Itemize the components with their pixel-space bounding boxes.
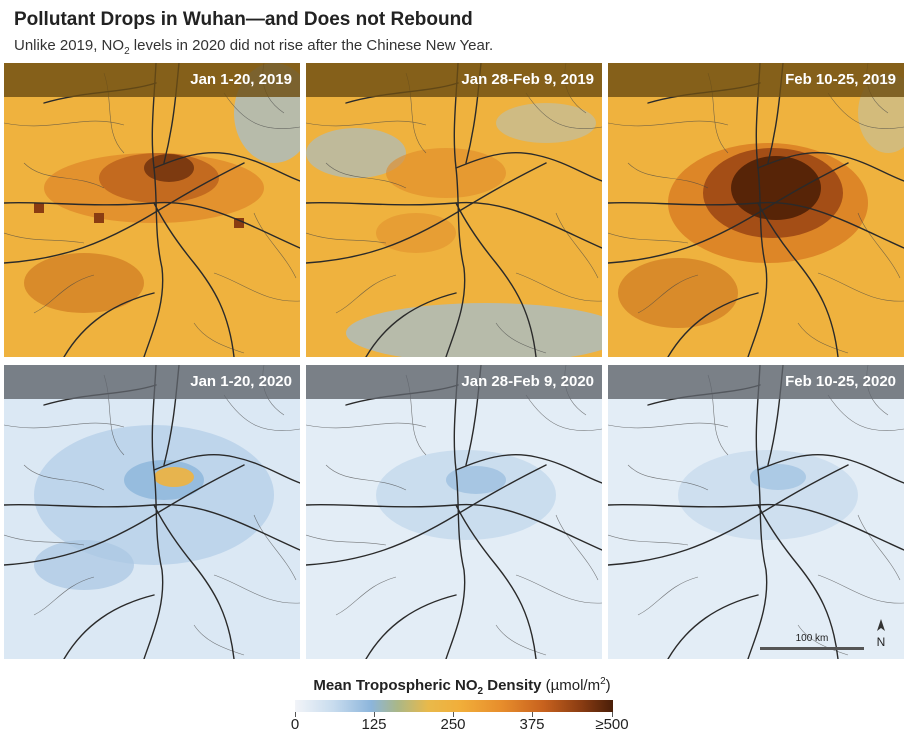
legend-tick-3: [532, 712, 533, 717]
panel-3-banner: Feb 10-25, 2019: [608, 63, 904, 97]
panel-2-banner: Jan 28-Feb 9, 2019: [306, 63, 602, 97]
no2-map-1: [4, 63, 300, 357]
map-panel-2: Jan 28-Feb 9, 2019: [306, 63, 602, 357]
subtitle-post: levels in 2020 did not rise after the Ch…: [129, 37, 494, 54]
panel-6-banner: Feb 10-25, 2020: [608, 365, 904, 399]
scale-bar: 100 km: [760, 633, 868, 650]
legend-color-bar: [295, 700, 613, 712]
north-arrow: N: [871, 618, 891, 654]
north-label: N: [876, 635, 886, 649]
panel-5-banner: Jan 28-Feb 9, 2020: [306, 365, 602, 399]
panel-5-label: Jan 28-Feb 9, 2020: [461, 373, 594, 390]
legend-units-sup: 2: [600, 676, 606, 687]
panel-2-label: Jan 28-Feb 9, 2019: [461, 71, 594, 88]
legend-tick-label-4: ≥500: [595, 716, 629, 733]
panel-6-label: Feb 10-25, 2020: [785, 373, 896, 390]
no2-map-4: [4, 365, 300, 659]
map-panel-4: Jan 1-20, 2020: [4, 365, 300, 659]
legend-title-pre: Mean Tropospheric NO: [313, 677, 478, 694]
legend-tick-label-0: 0: [290, 716, 300, 733]
north-arrow-icon: [877, 619, 885, 631]
map-panel-3: Feb 10-25, 2019: [608, 63, 904, 357]
subtitle-pre: Unlike 2019, NO: [14, 37, 125, 54]
panel-1-label: Jan 1-20, 2019: [190, 71, 292, 88]
panel-4-banner: Jan 1-20, 2020: [4, 365, 300, 399]
map-panel-1: Jan 1-20, 2019: [4, 63, 300, 357]
map-subtitle: Unlike 2019, NO2 levels in 2020 did not …: [14, 37, 493, 57]
map-panel-5: Jan 28-Feb 9, 2020: [306, 365, 602, 659]
legend-title-post: Density: [483, 677, 542, 694]
legend-tick-4: [612, 712, 613, 717]
legend-tick-label-1: 125: [361, 716, 387, 733]
legend-tick-label-3: 375: [519, 716, 545, 733]
legend-title-sub: 2: [477, 686, 484, 697]
panel-1-banner: Jan 1-20, 2019: [4, 63, 300, 97]
map-title: Pollutant Drops in Wuhan—and Does not Re…: [14, 9, 473, 30]
scale-label: 100 km: [795, 633, 829, 644]
map-panel-6: Feb 10-25, 2020: [608, 365, 904, 659]
legend-title: Mean Tropospheric NO2 Density (µmol/m2): [0, 676, 924, 697]
legend-units-post: ): [605, 677, 611, 694]
legend-tick-label-2: 250: [440, 716, 466, 733]
no2-map-3: [608, 63, 904, 357]
panel-4-label: Jan 1-20, 2020: [190, 373, 292, 390]
legend-tick-1: [374, 712, 375, 717]
no2-map-2: [306, 63, 602, 357]
scale-line: [760, 647, 864, 650]
no2-map-6: [608, 365, 904, 659]
legend-units-pre: (µmol/m: [541, 677, 601, 694]
legend-tick-2: [453, 712, 454, 717]
subtitle-sub: 2: [124, 46, 130, 57]
no2-map-5: [306, 365, 602, 659]
panel-3-label: Feb 10-25, 2019: [785, 71, 896, 88]
legend-tick-0: [295, 712, 296, 717]
